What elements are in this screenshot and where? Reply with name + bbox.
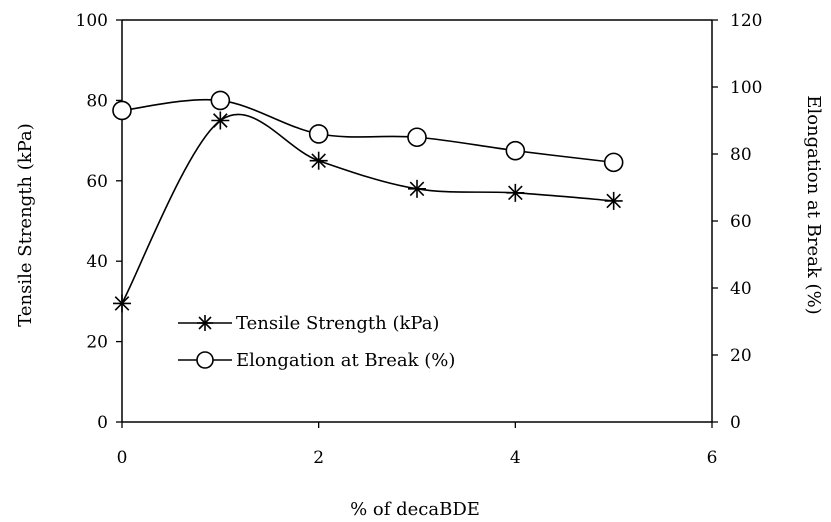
y-right-tick-label: 80 — [730, 145, 752, 165]
elongation-point — [603, 152, 624, 173]
x-tick-label: 4 — [510, 448, 521, 468]
y-right-tick-label: 20 — [730, 346, 752, 366]
elongation-point — [407, 127, 427, 148]
tensile-point — [408, 179, 426, 198]
y-left-tick-label: 0 — [97, 413, 108, 433]
y-left-tick-label: 60 — [86, 172, 108, 192]
tensile-point — [211, 111, 230, 130]
y-left-tick-label: 40 — [86, 252, 108, 272]
y-right-tick-label: 100 — [730, 78, 762, 98]
y-right-tick-label: 40 — [730, 279, 752, 299]
elongation-point — [210, 90, 231, 111]
elongation-point — [505, 140, 526, 161]
x-tick-label: 0 — [117, 448, 128, 468]
legend-elongation-marker — [196, 351, 214, 369]
y-right-tick-label: 60 — [730, 212, 752, 232]
x-tick-label: 2 — [313, 448, 324, 468]
x-tick-label: 6 — [707, 448, 718, 468]
y-left-tick-label: 100 — [76, 11, 108, 31]
tensile-point — [309, 151, 328, 170]
elongation-series-line — [121, 98, 614, 164]
legend: Tensile Strength (kPa) Elongation at Brea… — [178, 313, 455, 371]
y-left-tick-label: 80 — [86, 91, 108, 111]
elongation-point — [112, 100, 132, 121]
y-right-tick-label: 120 — [730, 11, 762, 31]
y-axis-left-title: Tensile Strength (kPa) — [15, 123, 36, 326]
tensile-point — [506, 183, 525, 202]
legend-elongation-label: Elongation at Break (%) — [236, 350, 455, 371]
x-axis-title: % of decaBDE — [350, 499, 480, 520]
tensile-point — [113, 294, 131, 313]
legend-tensile-marker — [197, 315, 213, 331]
plot-area — [122, 19, 712, 21]
y-right-tick-label: 0 — [730, 413, 741, 433]
legend-tensile-label: Tensile Strength (kPa) — [236, 313, 439, 334]
y-left-tick-label: 20 — [86, 333, 108, 353]
tensile-point — [604, 191, 623, 210]
elongation-point — [308, 124, 329, 144]
y-axis-right-title: Elongation at Break (%) — [803, 95, 824, 314]
series-layer — [112, 90, 624, 313]
tensile-series-line — [121, 113, 614, 304]
